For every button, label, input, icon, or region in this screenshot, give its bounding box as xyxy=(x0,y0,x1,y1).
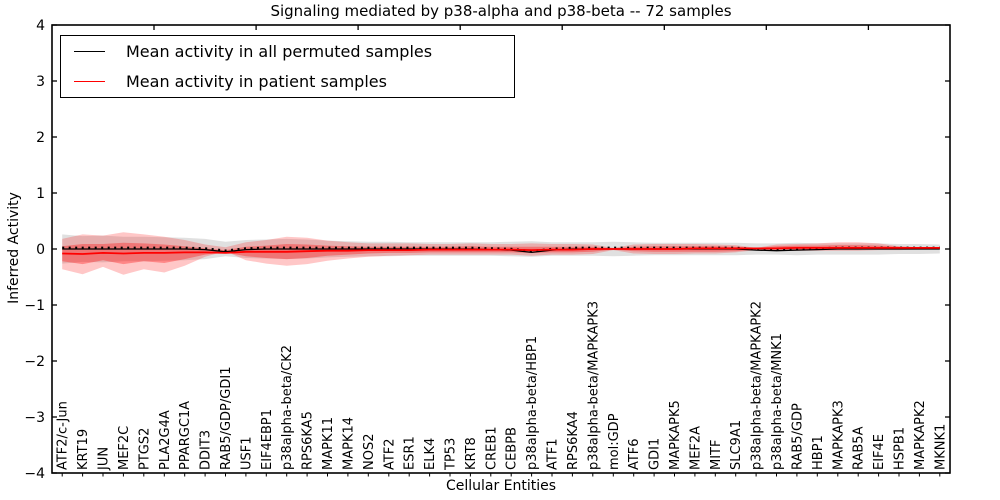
x-tick-label: ATF2/c-Jun xyxy=(56,401,71,470)
x-tick-label: MAPKAPK5 xyxy=(668,400,683,470)
patient-line-swatch xyxy=(74,81,105,83)
y-tick-label: 0 xyxy=(36,242,45,258)
y-tick-label: −4 xyxy=(24,466,45,482)
x-tick-label: MAPK11 xyxy=(321,417,336,470)
x-tick-label: KRT8 xyxy=(464,437,479,470)
x-tick-label: USF1 xyxy=(239,436,254,470)
ticks-layer: 4 3 2 1 0 −1 −2 −3 −4 ATF2/c-Jun KRT19 JUN MEF2C PTGS… xyxy=(24,18,950,482)
x-tick-label: mol:GDP xyxy=(607,413,622,470)
x-tick-label: MAPKAPK2 xyxy=(913,400,928,470)
x-tick-label: KRT19 xyxy=(76,429,91,470)
x-tick-label: PPARGC1A xyxy=(178,401,193,470)
x-tick-label: MEF2A xyxy=(688,426,703,470)
x-tick-label: CREB1 xyxy=(484,426,499,470)
x-tick-label: RAB5/GDP xyxy=(790,403,805,470)
legend: Mean activity in all permuted samples Me… xyxy=(60,35,515,98)
x-tick-label: ATF1 xyxy=(546,438,561,470)
legend-label-patient: Mean activity in patient samples xyxy=(126,72,387,92)
x-tick-label: MEF2C xyxy=(117,426,132,470)
permuted-line-swatch xyxy=(74,50,105,52)
x-tick-label: CEBPB xyxy=(505,427,520,470)
y-tick-label: −2 xyxy=(24,354,45,370)
x-tick-label: ESR1 xyxy=(403,436,418,470)
patient-mean-line xyxy=(62,246,940,255)
x-tick-label: EIF4E xyxy=(872,434,887,470)
legend-item-permuted: Mean activity in all permuted samples xyxy=(61,36,514,66)
y-tick-label: 2 xyxy=(36,130,45,146)
x-tick-label: NOS2 xyxy=(362,434,377,470)
y-tick-label: 1 xyxy=(36,186,45,202)
x-axis-title: Cellular Entities xyxy=(445,478,557,494)
x-tick-label: GDI1 xyxy=(648,438,663,470)
x-tick-label: HSPB1 xyxy=(893,427,908,470)
x-tick-label: p38alpha-beta/MAPKAPK3 xyxy=(586,301,601,470)
x-tick-label: ELK4 xyxy=(423,438,438,470)
x-tick-label: RPS6KA4 xyxy=(566,411,581,470)
x-tick-label: MAPKAPK3 xyxy=(831,400,846,470)
y-tick-label: 3 xyxy=(36,74,45,90)
y-tick-label: −3 xyxy=(24,410,45,426)
x-tick-label: PLA2G4A xyxy=(158,410,173,470)
x-tick-label: TP53 xyxy=(444,438,459,471)
x-tick-label: ATF6 xyxy=(627,438,642,470)
x-tick-label: p38alpha-beta/MNK1 xyxy=(770,333,785,470)
x-tick-label: MAPK14 xyxy=(341,417,356,470)
x-tick-label: JUN xyxy=(97,447,112,471)
x-tick-label: EIF4EBP1 xyxy=(260,409,275,470)
x-tick-label: SLC9A1 xyxy=(729,420,744,470)
x-tick-label: ATF2 xyxy=(382,438,397,470)
x-tick-label: DDIT3 xyxy=(199,430,214,470)
x-tick-label: RAB5A xyxy=(852,426,867,470)
x-tick-label: RPS6KA5 xyxy=(301,411,316,470)
x-tick-label: PTGS2 xyxy=(137,428,152,470)
x-tick-label: HBP1 xyxy=(811,435,826,470)
x-tick-label: RAB5/GDP/GDI1 xyxy=(219,367,234,470)
legend-label-permuted: Mean activity in all permuted samples xyxy=(126,41,433,61)
y-tick-label: 4 xyxy=(36,18,45,34)
y-axis-title: Inferred Activity xyxy=(6,192,22,304)
patient-band-outer xyxy=(62,232,940,275)
x-tick-label: p38alpha-beta/MAPKAPK2 xyxy=(750,301,765,470)
x-tick-label: MKNK1 xyxy=(933,424,948,470)
chart-title: Signaling mediated by p38-alpha and p38-… xyxy=(270,2,732,20)
x-tick-label: p38alpha-beta/HBP1 xyxy=(525,336,540,470)
y-tick-label: −1 xyxy=(24,298,45,314)
legend-item-patient: Mean activity in patient samples xyxy=(61,67,514,97)
x-tick-label: MITF xyxy=(709,440,724,470)
x-tick-label: p38alpha-beta/CK2 xyxy=(280,345,295,470)
